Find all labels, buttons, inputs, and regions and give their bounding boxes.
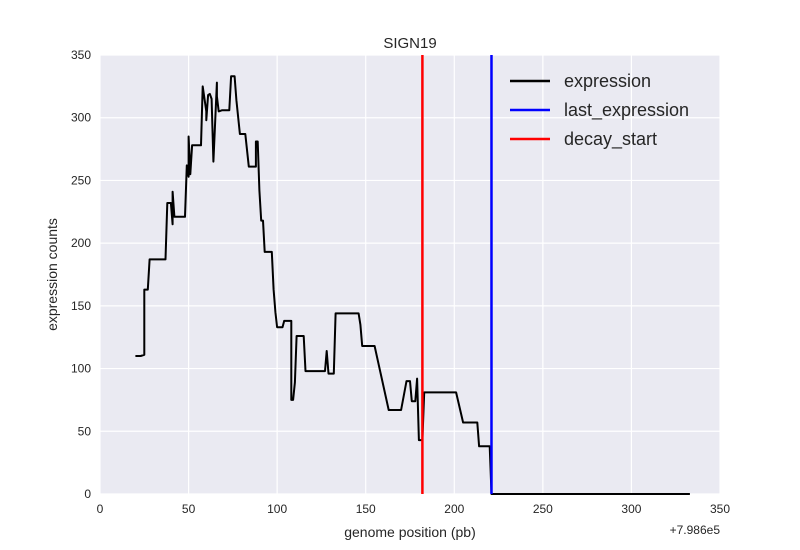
legend-label-expression: expression bbox=[564, 71, 651, 91]
y-tick-label: 0 bbox=[84, 487, 91, 501]
y-tick-label: 200 bbox=[71, 236, 91, 250]
y-tick-label: 350 bbox=[71, 48, 91, 62]
x-tick-label: 100 bbox=[267, 502, 287, 516]
legend-label-decay-start: decay_start bbox=[564, 129, 657, 150]
x-axis-label: genome position (pb) bbox=[344, 524, 476, 540]
grid bbox=[99, 54, 721, 495]
plot-area bbox=[100, 55, 720, 494]
x-tick-label: 150 bbox=[356, 502, 376, 516]
x-axis-offset-label: +7.986e5 bbox=[670, 523, 721, 537]
x-tick-label: 300 bbox=[621, 502, 641, 516]
tick-labels: 0 50 100 150 200 250 300 350 0 50 100 150 200 250 300 3… bbox=[71, 48, 730, 516]
y-tick-label: 50 bbox=[78, 424, 92, 438]
x-tick-label: 0 bbox=[97, 502, 104, 516]
y-tick-label: 150 bbox=[71, 299, 91, 313]
x-tick-label: 250 bbox=[533, 502, 553, 516]
chart-title: SIGN19 bbox=[383, 35, 436, 52]
x-tick-label: 50 bbox=[182, 502, 196, 516]
series-layer bbox=[135, 55, 690, 495]
legend: expression last_expression decay_start bbox=[510, 71, 689, 150]
y-tick-label: 100 bbox=[71, 362, 91, 376]
x-tick-label: 200 bbox=[444, 502, 464, 516]
expression-line bbox=[135, 75, 690, 495]
y-tick-label: 300 bbox=[71, 111, 91, 125]
x-tick-label: 350 bbox=[710, 502, 730, 516]
y-axis-label: expression counts bbox=[44, 218, 60, 331]
y-tick-label: 250 bbox=[71, 173, 91, 187]
legend-label-last-expression: last_expression bbox=[564, 100, 689, 121]
